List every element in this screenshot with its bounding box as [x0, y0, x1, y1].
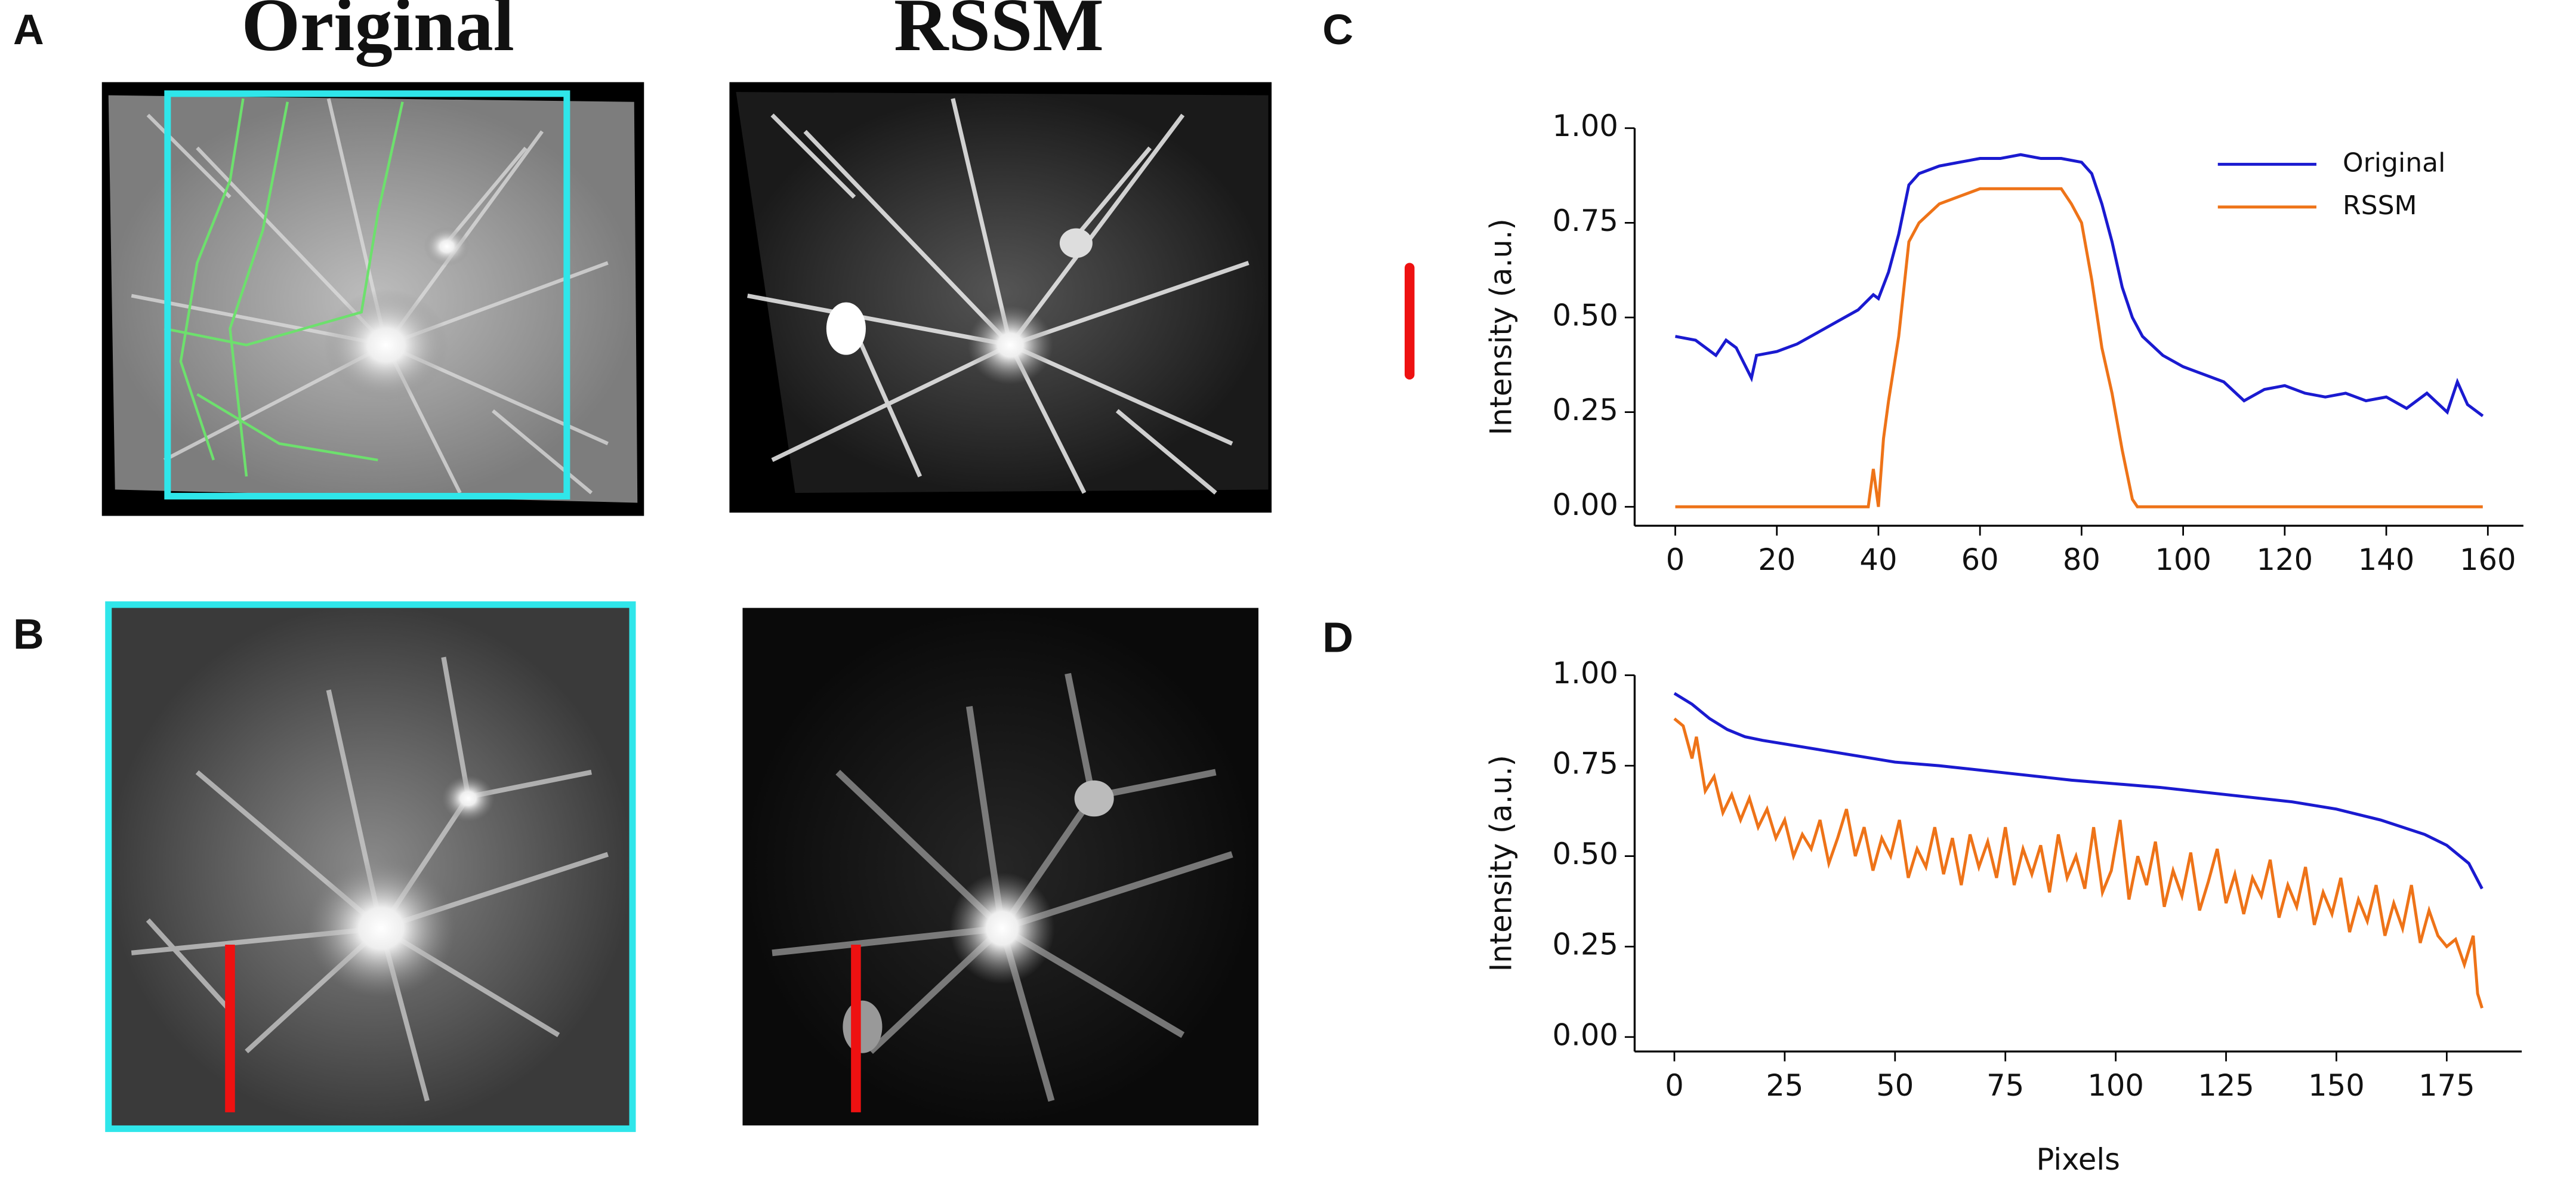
y-tick-label: 1.00: [1553, 109, 1618, 143]
image-rssm-2d: [742, 607, 1258, 1125]
x-tick-label: 0: [1665, 1068, 1684, 1103]
panel-label: D: [1322, 614, 1353, 662]
series-line: [1675, 153, 2484, 417]
y-tick-label: 0.50: [1553, 298, 1618, 333]
y-tick-label: 0.00: [1553, 1017, 1618, 1052]
y-tick-label: 0.50: [1553, 837, 1618, 871]
x-tick-label: 100: [2087, 1068, 2144, 1103]
panel-label: C: [1322, 6, 1353, 54]
y-tick-label: 0.00: [1553, 488, 1618, 522]
y-tick-label: 0.25: [1553, 927, 1618, 962]
x-tick-label: 100: [2155, 542, 2211, 577]
x-tick-label: 60: [1961, 542, 1999, 577]
x-tick-label: 0: [1666, 542, 1685, 577]
x-tick-label: 140: [2358, 542, 2415, 577]
y-axis-label: Intensity (a.u.): [1484, 218, 1519, 435]
y-axis-label: Intensity (a.u.): [1484, 755, 1519, 972]
image-rssm-3d: [729, 82, 1272, 513]
x-tick-label: 50: [1876, 1068, 1914, 1103]
x-tick-label: 80: [2063, 542, 2100, 577]
image-title: Original: [242, 0, 514, 67]
y-tick-label: 0.25: [1553, 393, 1618, 427]
x-tick-label: 20: [1758, 542, 1796, 577]
x-tick-label: 160: [2460, 542, 2516, 577]
y-tick-label: 0.75: [1553, 203, 1618, 238]
y-tick-label: 0.75: [1553, 747, 1618, 781]
y-tick-label: 1.00: [1553, 656, 1618, 690]
x-tick-label: 25: [1766, 1068, 1803, 1103]
panel-label: A: [13, 6, 44, 54]
series-line: [1673, 717, 2484, 1009]
series-line: [1675, 187, 2483, 508]
x-tick-label: 40: [1859, 542, 1897, 577]
image-title: RSSM: [894, 0, 1104, 67]
x-tick-label: 120: [2257, 542, 2313, 577]
x-tick-label: 125: [2198, 1068, 2254, 1103]
series-line: [1673, 692, 2484, 890]
image-original-2d: [105, 601, 636, 1132]
legend-label: RSSM: [2343, 190, 2417, 221]
x-tick-label: 75: [1986, 1068, 2024, 1103]
image-original-3d: [101, 82, 644, 516]
legend-label: Original: [2343, 147, 2445, 178]
x-axis-label: Pixels: [2037, 1142, 2120, 1177]
x-tick-label: 175: [2418, 1068, 2475, 1103]
x-tick-label: 150: [2308, 1068, 2365, 1103]
panel-label: B: [13, 610, 44, 658]
